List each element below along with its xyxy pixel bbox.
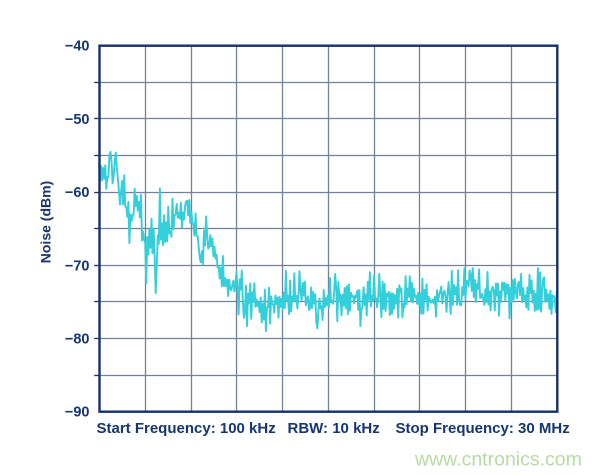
svg-text:Start Frequency: 100 kHz: Start Frequency: 100 kHz <box>97 420 276 437</box>
svg-text:−70: −70 <box>65 258 90 274</box>
svg-text:−50: −50 <box>65 112 90 128</box>
svg-text:Stop Frequency: 30 MHz: Stop Frequency: 30 MHz <box>396 420 570 437</box>
svg-text:−90: −90 <box>65 405 90 421</box>
svg-text:Noise (dBm): Noise (dBm) <box>38 181 54 263</box>
svg-text:−40: −40 <box>65 39 90 55</box>
svg-text:−60: −60 <box>65 185 90 201</box>
svg-text:RBW: 10 kHz: RBW: 10 kHz <box>288 420 380 437</box>
svg-text:−80: −80 <box>65 332 90 348</box>
svg-text:www.cntronics.com: www.cntronics.com <box>414 449 582 471</box>
